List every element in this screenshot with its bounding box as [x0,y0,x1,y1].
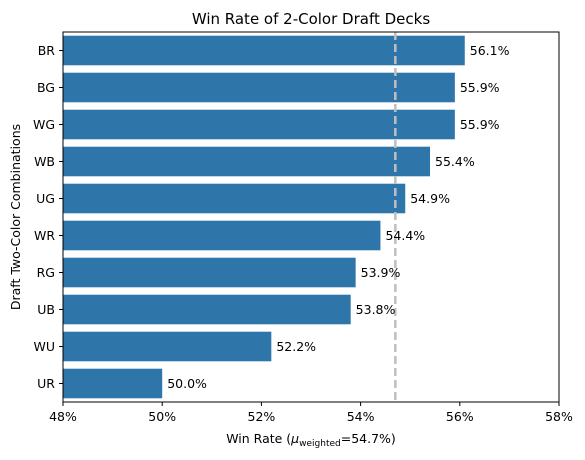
x-axis-label-mu: μ [290,431,299,446]
x-ticks-group: 48% 50% 52% 54% 56% 58% [49,402,573,424]
data-labels-group: 56.1% 55.9% 55.9% 55.4% 54.9% 54.4% 53.9% 53.8%… [167,43,509,391]
x-axis-label-suffix: =54.7%) [341,431,396,446]
x-axis-label-prefix: Win Rate ( [226,431,291,446]
bar-ur [63,368,163,399]
bar-br [63,35,465,66]
y-tick-label-ur: UR [37,376,55,391]
bar-rg [63,257,356,288]
data-label-wu: 52.2% [276,339,316,354]
bar-ub [63,294,351,325]
bar-wb [63,146,431,177]
x-tick-label-52: 52% [248,409,276,424]
y-ticks-group: BR BG WG WB UG WR RG UB WU UR [33,43,63,391]
y-tick-label-ug: UG [36,191,55,206]
y-tick-label-bg: BG [37,80,55,95]
bar-ug [63,183,406,214]
x-tick-label-48: 48% [49,409,77,424]
y-axis-label: Draft Two-Color Combinations [8,124,23,310]
data-label-br: 56.1% [470,43,510,58]
x-tick-label-54: 54% [347,409,375,424]
data-label-ur: 50.0% [167,376,207,391]
y-tick-label-wu: WU [33,339,55,354]
x-tick-label-56: 56% [446,409,474,424]
x-tick-label-50: 50% [148,409,176,424]
data-label-rg: 53.9% [361,265,401,280]
y-tick-label-rg: RG [37,265,55,280]
y-tick-label-ub: UB [37,302,55,317]
x-tick-label-58: 58% [545,409,573,424]
data-label-ub: 53.8% [356,302,396,317]
bars-group [63,35,465,399]
x-axis-label: Win Rate (μweighted=54.7%) [226,431,396,449]
chart-title: Win Rate of 2-Color Draft Decks [192,10,431,28]
bar-wr [63,220,381,251]
data-label-wb: 55.4% [435,154,475,169]
y-tick-label-wr: WR [34,228,55,243]
bar-wu [63,331,272,362]
bar-bg [63,72,455,103]
x-axis-label-subscript: weighted [299,439,341,449]
y-tick-label-wb: WB [34,154,55,169]
data-label-wr: 54.4% [385,228,425,243]
plot-frame [62,31,560,403]
y-tick-label-wg: WG [33,117,55,132]
data-label-bg: 55.9% [460,80,500,95]
y-tick-label-br: BR [38,43,56,58]
data-label-wg: 55.9% [460,117,500,132]
data-label-ug: 54.9% [410,191,450,206]
bar-wg [63,109,455,140]
